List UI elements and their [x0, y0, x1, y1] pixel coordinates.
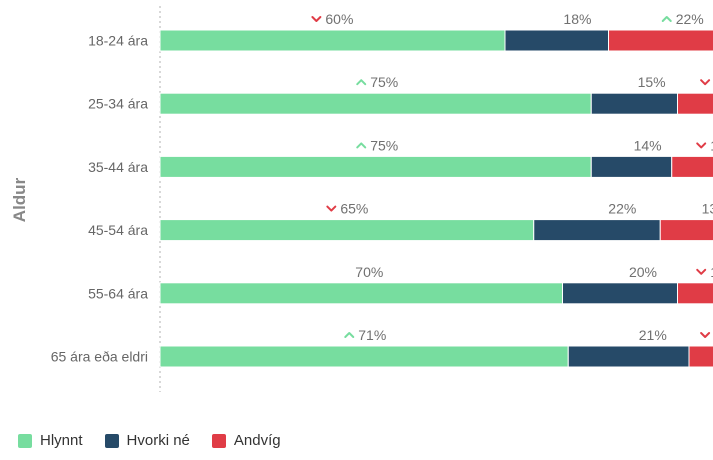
bar-segment-hvorki-n- [590, 155, 673, 178]
category-label: 25-34 ára [88, 96, 148, 112]
bar-segment-hvorki-n- [590, 92, 678, 115]
bar-segment-hlynnt [159, 155, 592, 178]
chevron-up-icon [356, 79, 367, 86]
legend-item-hlynnt[interactable]: Hlynnt [18, 432, 83, 449]
chevron-up-icon [661, 16, 672, 22]
chevron-down-icon [700, 332, 711, 338]
data-label: 75% [370, 74, 398, 90]
legend: Hlynnt Hvorki né Andvíg [18, 432, 303, 449]
data-label: 18% [563, 11, 591, 27]
chevron-down-icon [700, 79, 711, 86]
data-label: 22% [608, 201, 636, 217]
legend-label: Hlynnt [40, 432, 83, 449]
chevron-down-icon [326, 205, 337, 212]
data-label: 65% [340, 201, 368, 217]
bar-segment-hvorki-n- [504, 29, 609, 52]
legend-label: Hvorki né [126, 432, 190, 449]
bar-segment-andv-g [608, 29, 713, 52]
category-label: 45-54 ára [88, 222, 148, 238]
legend-swatch [211, 433, 226, 448]
legend-item-andvig[interactable]: Andvíg [211, 432, 281, 449]
data-label: 21% [639, 327, 667, 343]
data-label: 70% [355, 264, 383, 280]
bar-segment-andv-g [677, 92, 713, 115]
data-label: 12 [710, 137, 713, 153]
chevron-up-icon [356, 142, 367, 149]
legend-item-hvorki-ne[interactable]: Hvorki né [104, 432, 190, 449]
data-label: 14% [634, 137, 662, 153]
data-label: 20% [629, 264, 657, 280]
bar-segment-andv-g [677, 282, 713, 305]
data-label: 60% [325, 11, 353, 27]
bar-segment-hvorki-n- [533, 219, 661, 242]
bar-segment-hlynnt [159, 345, 569, 368]
bar-segment-hlynnt [159, 92, 592, 115]
bar-segment-andv-g [671, 155, 713, 178]
chevron-down-icon [696, 142, 707, 149]
category-label: 55-64 ára [88, 285, 148, 301]
legend-label: Andvíg [233, 432, 281, 449]
bar-segment-hlynnt [159, 219, 535, 242]
bar-segment-hvorki-n- [562, 282, 678, 305]
bar-segment-hlynnt [159, 282, 563, 305]
data-label: 10 [710, 264, 713, 280]
category-label: 35-44 ára [88, 159, 148, 175]
data-label: 22% [676, 11, 704, 27]
category-label: 65 ára eða eldri [51, 349, 148, 365]
data-label: 75% [370, 137, 398, 153]
data-label: 13% [702, 201, 713, 217]
bar-segment-hvorki-n- [567, 345, 690, 368]
bar-segment-andv-g [688, 345, 713, 368]
chevron-up-icon [344, 332, 355, 338]
data-label: 71% [358, 327, 386, 343]
data-label: 15% [638, 74, 666, 90]
bar-segment-hlynnt [159, 29, 506, 52]
category-label: 18-24 ára [88, 33, 148, 49]
legend-swatch [104, 433, 119, 448]
y-axis-title: Aldur [10, 177, 29, 222]
bar-segment-andv-g [659, 219, 713, 242]
chevron-down-icon [696, 268, 707, 275]
legend-swatch [18, 433, 32, 448]
chevron-down-icon [311, 16, 322, 22]
